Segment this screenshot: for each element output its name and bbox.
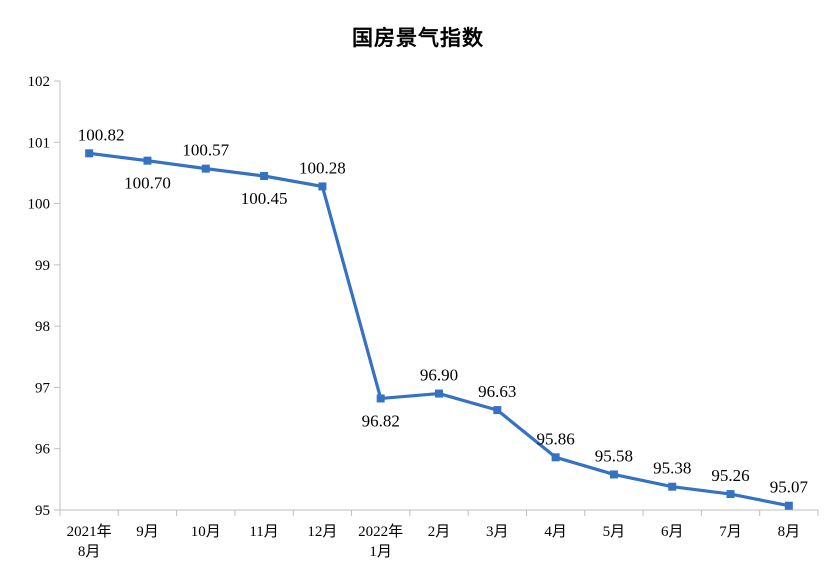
y-tick-label: 96	[35, 442, 51, 458]
x-tick-label: 6月	[661, 524, 684, 540]
data-label: 96.82	[362, 411, 400, 430]
data-label: 95.07	[770, 478, 809, 497]
x-tick-label: 4月	[544, 524, 567, 540]
x-tick-label: 10月	[191, 524, 221, 540]
data-label: 96.63	[478, 382, 516, 401]
data-label: 100.45	[241, 189, 288, 208]
data-label: 95.38	[653, 459, 691, 478]
data-point	[85, 149, 94, 158]
series-line	[87, 151, 791, 508]
chart-axes	[59, 81, 818, 511]
data-point	[668, 482, 677, 491]
x-tick-label: 1月	[369, 544, 392, 560]
data-point	[143, 156, 152, 165]
data-point	[201, 164, 210, 173]
y-tick-label: 99	[35, 258, 50, 274]
data-label: 95.26	[711, 466, 749, 485]
data-label: 96.90	[420, 366, 458, 385]
data-point	[726, 490, 735, 499]
x-tick-label: 5月	[603, 524, 626, 540]
data-labels: 100.82 100.70 100.57 100.45 100.28 96.82 96.90…	[78, 125, 809, 496]
x-tick-label: 8月	[78, 544, 101, 560]
x-tick-label: 9月	[136, 524, 159, 540]
data-point	[609, 470, 618, 479]
data-point	[551, 453, 560, 462]
x-axis-ticks: 2021年 8月 9月 10月 11月 12月 2022年 1月 2月 3月 4月 5月 6月 7月 8月	[59, 510, 819, 560]
y-tick-label: 95	[35, 503, 50, 519]
chart-title: 国房景气指数	[352, 26, 484, 50]
x-tick-label: 8月	[778, 524, 801, 540]
y-tick-label: 98	[35, 319, 50, 335]
data-label: 95.58	[595, 446, 633, 465]
data-point	[318, 182, 327, 191]
y-tick-label: 97	[35, 380, 51, 396]
y-tick-label: 100	[28, 197, 51, 213]
data-label: 100.70	[124, 174, 171, 193]
x-tick-label: 3月	[486, 524, 509, 540]
y-axis-ticks: 95 96 97 98 99 100 101 102	[28, 74, 60, 519]
x-tick-label: 2021年	[67, 523, 112, 540]
data-label: 100.82	[78, 125, 125, 144]
x-tick-label: 7月	[719, 524, 742, 540]
data-label: 100.57	[182, 141, 229, 160]
x-tick-label: 2022年	[358, 523, 403, 540]
data-point	[260, 171, 269, 180]
data-label: 100.28	[299, 158, 346, 177]
y-tick-label: 101	[28, 135, 51, 151]
data-point	[376, 394, 385, 403]
series-polyline	[87, 151, 791, 508]
data-point	[784, 501, 793, 510]
data-point	[435, 389, 443, 398]
x-tick-label: 2月	[428, 524, 451, 540]
y-tick-label: 102	[28, 74, 51, 90]
x-tick-label: 11月	[249, 524, 278, 540]
series-points	[85, 149, 793, 510]
data-point	[493, 406, 502, 415]
x-tick-label: 12月	[307, 524, 337, 540]
data-label: 95.86	[536, 429, 574, 448]
